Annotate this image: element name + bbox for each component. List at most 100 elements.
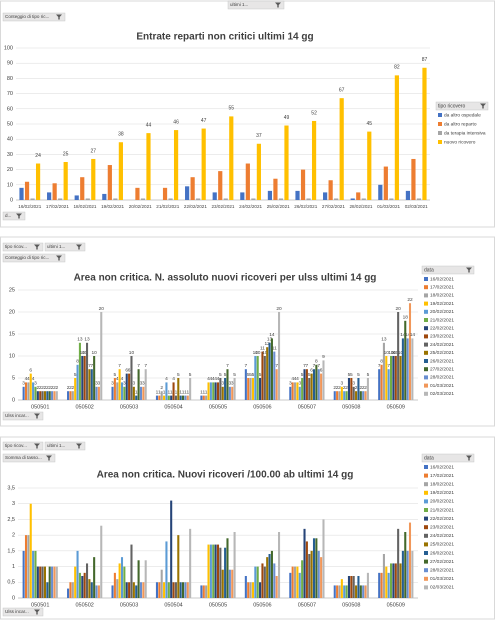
- legend-title-button[interactable]: [421, 265, 475, 275]
- bar: [338, 391, 341, 400]
- bar: [268, 554, 271, 598]
- filter-icon: [466, 267, 472, 273]
- y-tick-label: 0: [10, 197, 13, 203]
- bar: [350, 198, 355, 200]
- field-button-label: ultimi 1...: [47, 443, 65, 448]
- value-label: 3: [352, 381, 355, 387]
- value-label: 1: [167, 389, 170, 395]
- field-button[interactable]: [2, 607, 44, 617]
- value-label: 10: [80, 350, 86, 356]
- bar: [394, 563, 397, 598]
- bar: [132, 582, 135, 598]
- value-label: 7: [226, 363, 229, 369]
- bar: [51, 391, 54, 400]
- field-button[interactable]: [2, 253, 66, 263]
- value-label: 38: [118, 132, 124, 138]
- bar: [218, 171, 223, 200]
- bar: [385, 566, 388, 598]
- bar: [32, 550, 35, 598]
- bar: [144, 560, 147, 598]
- filter-icon: [34, 244, 40, 250]
- value-label: 2: [355, 385, 358, 391]
- legend-swatch: [424, 383, 428, 388]
- legend-label: 01/03/2021: [430, 576, 454, 582]
- legend-label: 02/03/2021: [430, 585, 454, 591]
- y-tick-label: 10: [7, 182, 13, 188]
- bar: [212, 382, 215, 400]
- value-label: 10: [129, 350, 135, 356]
- bar: [334, 198, 339, 200]
- field-button[interactable]: [2, 12, 66, 22]
- bar: [155, 395, 158, 400]
- y-tick-label: 3: [12, 501, 15, 507]
- bar: [278, 198, 284, 200]
- field-button[interactable]: [44, 242, 86, 252]
- bar: [160, 569, 163, 598]
- value-label: 4: [172, 376, 175, 382]
- bar: [240, 192, 245, 200]
- bar: [322, 519, 325, 598]
- x-tick-label: 02/03/2021: [405, 204, 428, 209]
- legend-title-button[interactable]: [421, 453, 475, 463]
- bar: [95, 386, 98, 400]
- value-label: 3: [142, 381, 145, 387]
- bar: [139, 386, 142, 400]
- y-tick-label: 80: [7, 76, 13, 82]
- legend-swatch: [424, 499, 428, 504]
- y-tick-label: 50: [7, 121, 13, 127]
- legend-label: 21/02/2021: [430, 507, 454, 513]
- bar: [267, 190, 273, 200]
- bar: [233, 532, 236, 598]
- field-button[interactable]: [2, 441, 44, 451]
- y-tick-label: 20: [7, 167, 13, 173]
- bar: [78, 572, 81, 598]
- field-button[interactable]: [227, 0, 285, 10]
- bar: [24, 535, 28, 598]
- field-button[interactable]: [2, 411, 44, 421]
- field-button-label: ultimi 1...: [230, 2, 248, 7]
- bar: [284, 125, 289, 200]
- bar: [343, 391, 346, 400]
- filter-icon: [76, 443, 82, 449]
- bar: [190, 177, 195, 200]
- field-button[interactable]: [2, 242, 44, 252]
- field-button[interactable]: [44, 441, 86, 451]
- bar: [90, 369, 93, 400]
- bar: [100, 525, 103, 598]
- value-label: 5: [177, 372, 180, 378]
- legend-title-button[interactable]: [435, 101, 489, 111]
- field-button[interactable]: [2, 453, 56, 463]
- x-tick-label: 050509: [387, 602, 405, 608]
- legend-title: data: [424, 455, 434, 461]
- value-label: 9: [322, 354, 325, 360]
- bar: [261, 563, 264, 598]
- legend-swatch: [424, 391, 428, 396]
- legend-label: 26/02/2021: [430, 550, 454, 556]
- value-label: 2: [44, 385, 47, 391]
- x-tick-label: 050505: [209, 404, 227, 410]
- legend-swatch: [424, 508, 428, 512]
- bar: [315, 538, 318, 598]
- value-label: 2: [55, 385, 58, 391]
- bar: [333, 391, 336, 400]
- bar: [251, 198, 256, 200]
- bar: [259, 582, 262, 598]
- value-label: 4: [217, 376, 220, 382]
- bar: [67, 391, 70, 400]
- bar: [270, 550, 273, 598]
- value-label: 55: [228, 106, 234, 112]
- value-label: 2: [41, 385, 44, 391]
- bar: [97, 585, 100, 598]
- value-label: 5: [350, 372, 353, 378]
- legend-label: 19/02/2021: [430, 301, 454, 307]
- bar: [254, 356, 257, 400]
- value-label: 2: [364, 385, 367, 391]
- bar: [275, 369, 278, 400]
- field-button[interactable]: [2, 211, 26, 221]
- bar: [422, 67, 427, 200]
- bar: [135, 395, 138, 400]
- value-label: 4: [214, 376, 217, 382]
- legend-swatch: [424, 551, 428, 555]
- bar: [71, 582, 74, 598]
- bar: [389, 198, 394, 200]
